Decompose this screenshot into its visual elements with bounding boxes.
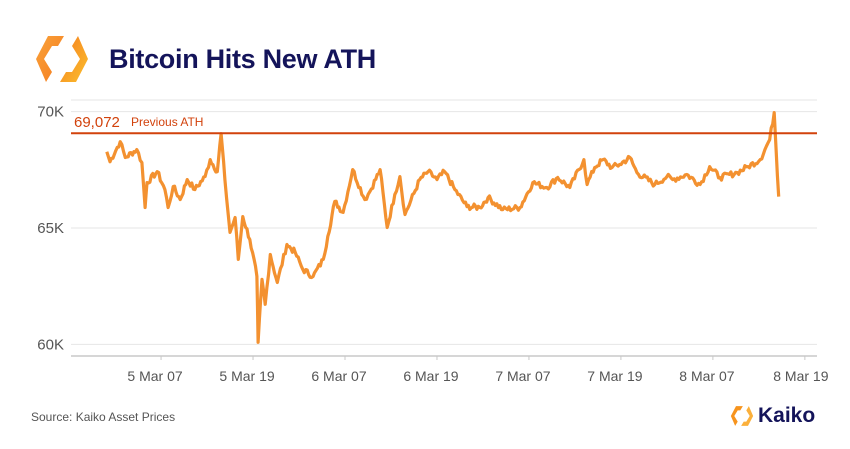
- x-tick-label: 7 Mar 07: [495, 368, 550, 384]
- source-note: Source: Kaiko Asset Prices: [31, 410, 176, 424]
- price-line: [105, 111, 781, 344]
- ath-value-label: 69,072: [74, 114, 120, 131]
- y-tick-label: 65K: [37, 220, 64, 237]
- x-tick-label: 5 Mar 07: [127, 368, 182, 384]
- x-tick-label: 7 Mar 19: [587, 368, 642, 384]
- x-tick-label: 8 Mar 07: [679, 368, 734, 384]
- x-tick-label: 5 Mar 19: [219, 368, 274, 384]
- price-chart: 60K 65K 70K 5 Mar 07 5 Mar 19 6 Mar 07 6 Mar 1…: [37, 99, 829, 384]
- x-tick-label: 8 Mar 19: [773, 368, 828, 384]
- y-tick-label: 70K: [37, 104, 64, 121]
- brand-name: Kaiko: [758, 404, 816, 427]
- kaiko-brand: Kaiko: [730, 404, 815, 428]
- kaiko-logo-icon: [36, 36, 88, 82]
- y-tick-label: 60K: [37, 336, 64, 353]
- kaiko-brand-icon: [730, 406, 754, 426]
- ath-label: Previous ATH: [131, 115, 203, 129]
- chart-title: Bitcoin Hits New ATH: [109, 44, 377, 74]
- x-tick-label: 6 Mar 19: [403, 368, 458, 384]
- x-tick-label: 6 Mar 07: [311, 368, 366, 384]
